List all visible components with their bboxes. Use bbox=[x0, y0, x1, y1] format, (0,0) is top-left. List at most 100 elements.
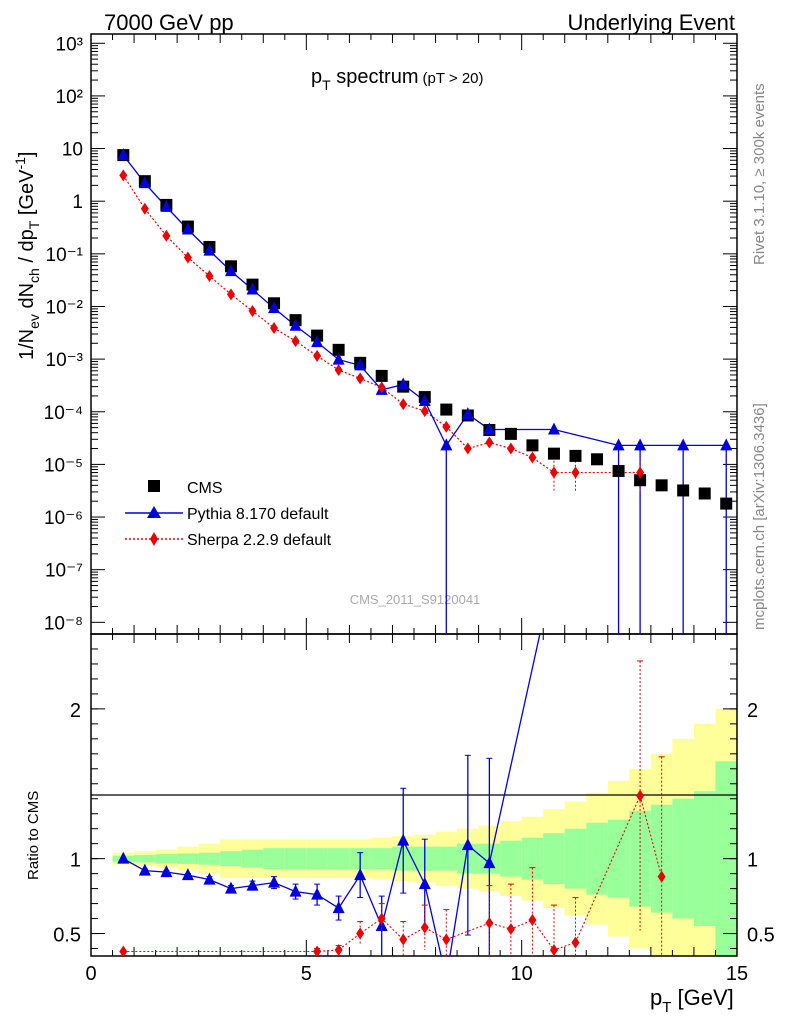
pythia-point bbox=[418, 394, 431, 407]
sherpa-ratio-point bbox=[334, 944, 343, 956]
pythia-ratio-point bbox=[268, 875, 281, 888]
header-right-label: Underlying Event bbox=[567, 10, 735, 35]
sherpa-ratio-point bbox=[420, 921, 429, 934]
rivet-side-label: Rivet 3.1.10, ≥ 300k events bbox=[751, 83, 768, 265]
sherpa-ratio-point bbox=[442, 933, 451, 946]
sherpa-point bbox=[420, 405, 429, 418]
ratio-tick-label-right: 2 bbox=[747, 700, 758, 722]
cms-point bbox=[612, 464, 625, 477]
pythia-ratio-line bbox=[122, 634, 541, 956]
ratio-tick-label-left: 0.5 bbox=[53, 925, 81, 947]
ratio-tick-label-right: 0.5 bbox=[747, 925, 775, 947]
pythia-point bbox=[332, 352, 345, 365]
ratio-tick-label-right: 1 bbox=[747, 850, 758, 872]
sherpa-point bbox=[636, 466, 645, 479]
x-tick-label: 0 bbox=[85, 963, 96, 985]
pythia-ratio-point bbox=[418, 877, 431, 890]
pythia-point bbox=[354, 358, 367, 371]
legend-label-sherpa: Sherpa 2.2.9 default bbox=[187, 532, 332, 549]
y-tick-label: 10⁻⁸ bbox=[44, 613, 83, 634]
cms-point bbox=[634, 474, 647, 487]
cms-point bbox=[547, 447, 560, 460]
pythia-ratio-point bbox=[138, 863, 151, 876]
pythia-ratio-point bbox=[289, 884, 302, 897]
sherpa-point bbox=[399, 398, 408, 411]
y-tick-label: 10 bbox=[62, 140, 83, 161]
sherpa-point bbox=[356, 372, 365, 385]
band-inner-bin bbox=[155, 854, 178, 864]
sherpa-ratio-point bbox=[506, 923, 515, 936]
pythia-ratio-point bbox=[354, 868, 367, 881]
sherpa-point bbox=[162, 229, 171, 242]
sherpa-point bbox=[334, 364, 343, 377]
pythia-point bbox=[483, 422, 496, 435]
band-inner-bin bbox=[586, 822, 608, 895]
ratio-ticks: 0.5 0.5 1 1 2 2 bbox=[53, 648, 775, 950]
pythia-point bbox=[547, 422, 560, 435]
cms-point bbox=[375, 369, 388, 382]
pythia-ratio-point bbox=[461, 838, 474, 851]
pythia-point bbox=[224, 264, 237, 277]
sherpa-ratio-point bbox=[399, 933, 408, 946]
sherpa-point bbox=[485, 436, 494, 449]
header-left-label: 7000 GeV pp bbox=[104, 10, 234, 35]
pythia-point bbox=[311, 335, 324, 348]
sherpa-point bbox=[463, 442, 472, 455]
svg-text:1/Nev dNch / dpT [GeV-1]: 1/Nev dNch / dpT [GeV-1] bbox=[12, 152, 42, 360]
ratio-series bbox=[117, 634, 666, 956]
sherpa-ratio-point bbox=[571, 936, 580, 949]
cms-point bbox=[591, 453, 604, 466]
sherpa-point bbox=[248, 305, 257, 318]
band-inner-bin bbox=[564, 828, 587, 889]
band-inner-bin bbox=[672, 798, 694, 919]
sherpa-ratio-point bbox=[485, 917, 494, 930]
band-inner-bin bbox=[134, 854, 156, 863]
cms-point bbox=[698, 487, 711, 500]
legend-marker-cms bbox=[148, 480, 160, 492]
pythia-point bbox=[160, 199, 173, 212]
cms-point bbox=[332, 343, 345, 356]
pythia-point bbox=[720, 438, 733, 451]
pythia-ratio-point bbox=[397, 833, 410, 846]
pythia-point bbox=[461, 407, 474, 420]
sherpa-point bbox=[183, 251, 192, 264]
sherpa-point bbox=[313, 349, 322, 362]
sherpa-point bbox=[119, 169, 128, 182]
pythia-point bbox=[117, 148, 130, 161]
main-y-axis-title: 1/Nev dNch / dpT [GeV-1] bbox=[12, 152, 42, 360]
cms-point bbox=[569, 449, 582, 462]
sherpa-ratio-point bbox=[377, 912, 386, 925]
band-inner-bin bbox=[306, 848, 328, 870]
pythia-point bbox=[181, 222, 194, 235]
sherpa-point bbox=[571, 466, 580, 479]
pythia-ratio-point bbox=[160, 865, 173, 878]
legend-marker-sherpa bbox=[150, 532, 158, 546]
band-inner-bin bbox=[284, 848, 307, 870]
y-tick-label: 10⁻⁶ bbox=[44, 508, 83, 529]
cms-point bbox=[655, 479, 668, 492]
pythia-ratio-point bbox=[483, 856, 496, 869]
cms-point bbox=[526, 439, 539, 452]
sherpa-point bbox=[549, 466, 558, 479]
ratio-tick-label-left: 1 bbox=[70, 850, 81, 872]
main-plot-title: pT spectrum (pT > 20) bbox=[311, 66, 484, 93]
band-inner-bin bbox=[435, 846, 458, 871]
cms-point bbox=[440, 403, 453, 416]
band-inner-bin bbox=[500, 840, 522, 877]
pythia-point bbox=[268, 301, 281, 314]
sherpa-point bbox=[291, 335, 300, 348]
pythia-point bbox=[289, 318, 302, 331]
sherpa-ratio-point bbox=[657, 870, 666, 883]
pythia-ratio-point bbox=[311, 887, 324, 900]
ratio-tick-label-left: 2 bbox=[70, 700, 81, 722]
pythia-ratio-point bbox=[203, 872, 216, 885]
sherpa-point bbox=[140, 202, 149, 215]
band-inner-bin bbox=[241, 849, 264, 868]
sherpa-line bbox=[122, 175, 641, 474]
band-inner-bin bbox=[263, 848, 285, 870]
y-tick-label: 10³ bbox=[56, 34, 83, 55]
cms-point bbox=[677, 484, 690, 497]
band-inner-bin bbox=[370, 848, 393, 870]
y-tick-label: 1 bbox=[72, 192, 83, 213]
pythia-ratio-point bbox=[224, 881, 237, 894]
